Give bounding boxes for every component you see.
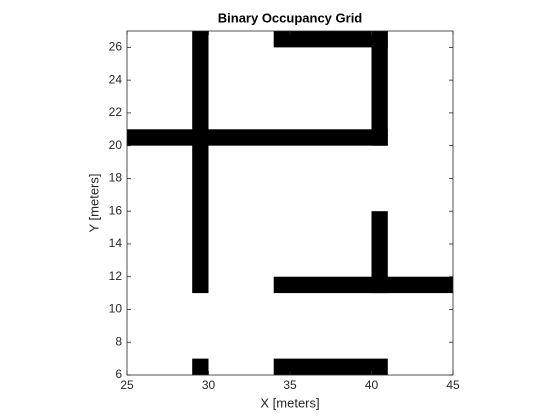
obstacle — [192, 358, 209, 375]
x-tick-label: 45 — [446, 378, 460, 392]
x-tick-label: 35 — [283, 378, 297, 392]
y-axis-label: Y [meters] — [86, 173, 101, 232]
y-tick-label: 6 — [115, 367, 122, 381]
y-tick-label: 10 — [109, 302, 123, 316]
obstacle — [273, 31, 388, 48]
y-tick-label: 22 — [109, 105, 123, 119]
x-tick-label: 40 — [365, 378, 379, 392]
y-tick-label: 14 — [109, 236, 123, 250]
obstacle — [273, 358, 388, 375]
chart-title: Binary Occupancy Grid — [218, 10, 363, 25]
y-tick-label: 26 — [109, 40, 123, 54]
y-tick-label: 12 — [109, 269, 123, 283]
y-tick-label: 24 — [109, 72, 123, 86]
y-tick-label: 16 — [109, 203, 123, 217]
x-axis-label: X [meters] — [260, 395, 319, 410]
obstacle — [371, 211, 388, 294]
obstacle — [273, 276, 453, 294]
obstacle — [192, 31, 209, 294]
x-tick-label: 30 — [202, 378, 216, 392]
y-tick-label: 20 — [109, 138, 123, 152]
y-tick-label: 8 — [115, 334, 122, 348]
obstacle — [127, 129, 388, 146]
obstacle — [371, 31, 388, 146]
x-tick-label: 25 — [120, 378, 134, 392]
y-tick-label: 18 — [109, 171, 123, 185]
